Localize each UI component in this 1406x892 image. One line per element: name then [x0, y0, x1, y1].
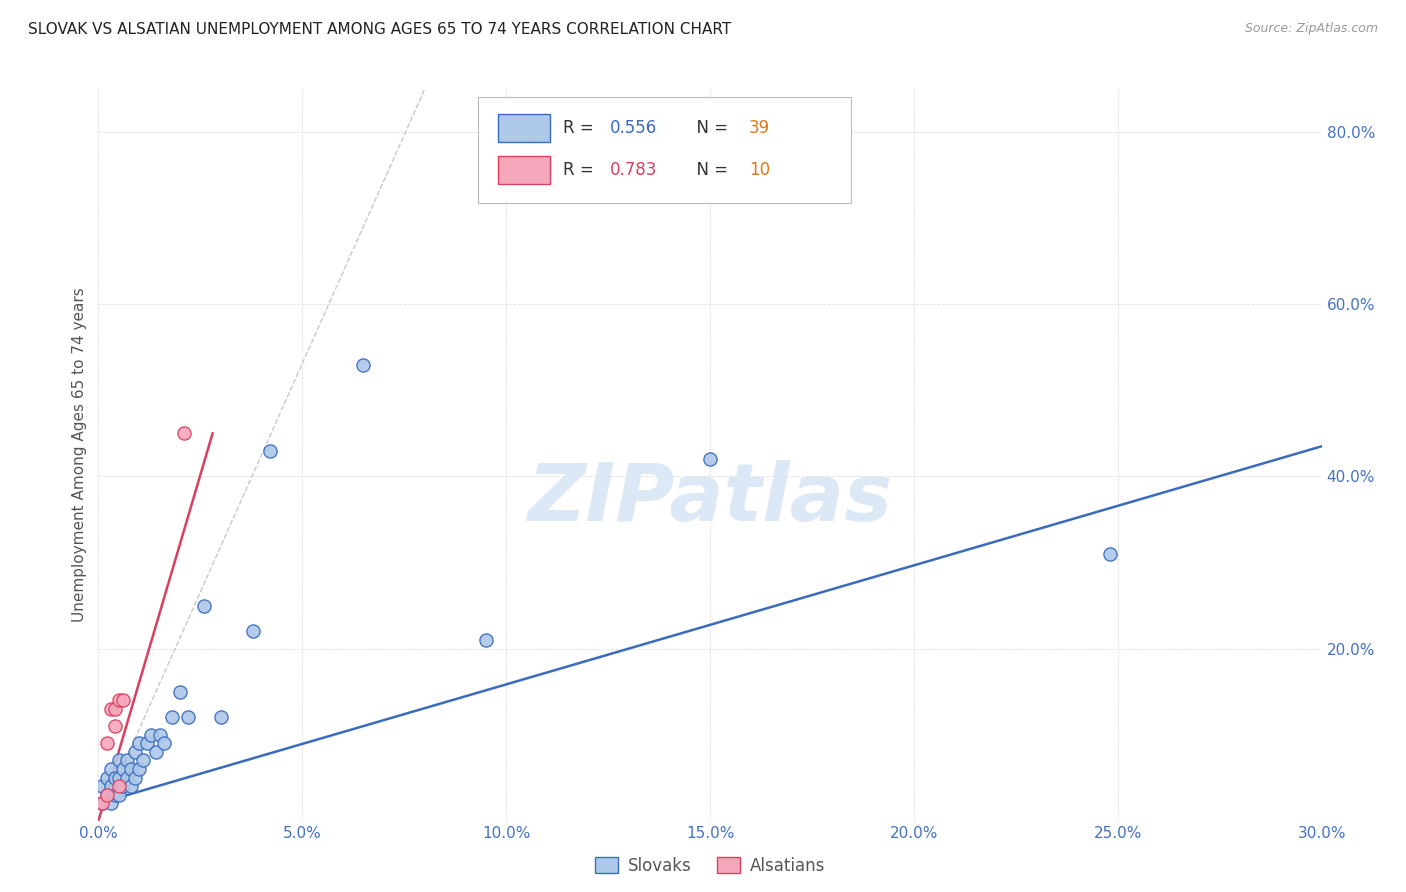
- FancyBboxPatch shape: [498, 156, 550, 184]
- Point: [104, 702, 127, 716]
- Point: [100, 702, 122, 716]
- Point: [91, 779, 114, 793]
- Point: [128, 736, 150, 750]
- Point: [124, 771, 146, 785]
- Point: [91, 797, 114, 811]
- Text: 10: 10: [749, 161, 770, 178]
- Point: [108, 779, 131, 793]
- Point: [173, 426, 195, 441]
- Point: [160, 710, 183, 724]
- Point: [145, 745, 167, 759]
- Text: 0.783: 0.783: [610, 161, 657, 178]
- Point: [120, 779, 142, 793]
- Point: [242, 624, 264, 639]
- Legend: Slovaks, Alsatians: Slovaks, Alsatians: [588, 850, 832, 882]
- Point: [120, 762, 142, 776]
- FancyBboxPatch shape: [478, 96, 851, 202]
- Text: 0.556: 0.556: [610, 119, 657, 137]
- Point: [128, 762, 150, 776]
- Point: [259, 443, 281, 458]
- Point: [149, 728, 172, 742]
- Point: [169, 684, 191, 698]
- Point: [209, 710, 232, 724]
- Text: R =: R =: [564, 119, 599, 137]
- Point: [100, 762, 122, 776]
- Point: [96, 771, 118, 785]
- Text: Source: ZipAtlas.com: Source: ZipAtlas.com: [1244, 22, 1378, 36]
- Point: [108, 693, 131, 707]
- Text: R =: R =: [564, 161, 599, 178]
- Text: N =: N =: [686, 161, 733, 178]
- Point: [111, 693, 134, 707]
- Point: [352, 358, 374, 372]
- Point: [124, 745, 146, 759]
- Point: [111, 762, 134, 776]
- Text: 39: 39: [749, 119, 770, 137]
- Y-axis label: Unemployment Among Ages 65 to 74 years: Unemployment Among Ages 65 to 74 years: [72, 287, 87, 623]
- Point: [111, 779, 134, 793]
- Point: [136, 736, 159, 750]
- Point: [100, 797, 122, 811]
- FancyBboxPatch shape: [498, 114, 550, 142]
- Point: [699, 452, 721, 467]
- Point: [193, 599, 215, 613]
- Text: SLOVAK VS ALSATIAN UNEMPLOYMENT AMONG AGES 65 TO 74 YEARS CORRELATION CHART: SLOVAK VS ALSATIAN UNEMPLOYMENT AMONG AG…: [28, 22, 731, 37]
- Point: [104, 788, 127, 802]
- Point: [108, 771, 131, 785]
- Point: [104, 771, 127, 785]
- Point: [104, 719, 127, 733]
- Point: [115, 771, 138, 785]
- Point: [96, 788, 118, 802]
- Point: [91, 797, 114, 811]
- Point: [108, 788, 131, 802]
- Point: [1098, 547, 1121, 561]
- Point: [100, 779, 122, 793]
- Point: [474, 632, 498, 647]
- Text: N =: N =: [686, 119, 733, 137]
- Point: [96, 736, 118, 750]
- Point: [177, 710, 200, 724]
- Point: [152, 736, 174, 750]
- Point: [132, 753, 155, 767]
- Text: ZIPatlas: ZIPatlas: [527, 459, 893, 538]
- Point: [96, 788, 118, 802]
- Point: [141, 728, 163, 742]
- Point: [108, 753, 131, 767]
- Point: [115, 753, 138, 767]
